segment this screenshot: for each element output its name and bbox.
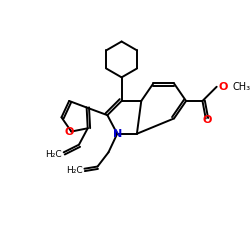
Text: O: O <box>218 82 228 92</box>
Text: H₂C: H₂C <box>66 166 82 175</box>
Text: O: O <box>64 126 74 136</box>
Text: H₂C: H₂C <box>45 150 62 158</box>
Text: CH₃: CH₃ <box>232 82 250 92</box>
Text: N: N <box>112 129 122 139</box>
Text: O: O <box>202 115 212 125</box>
